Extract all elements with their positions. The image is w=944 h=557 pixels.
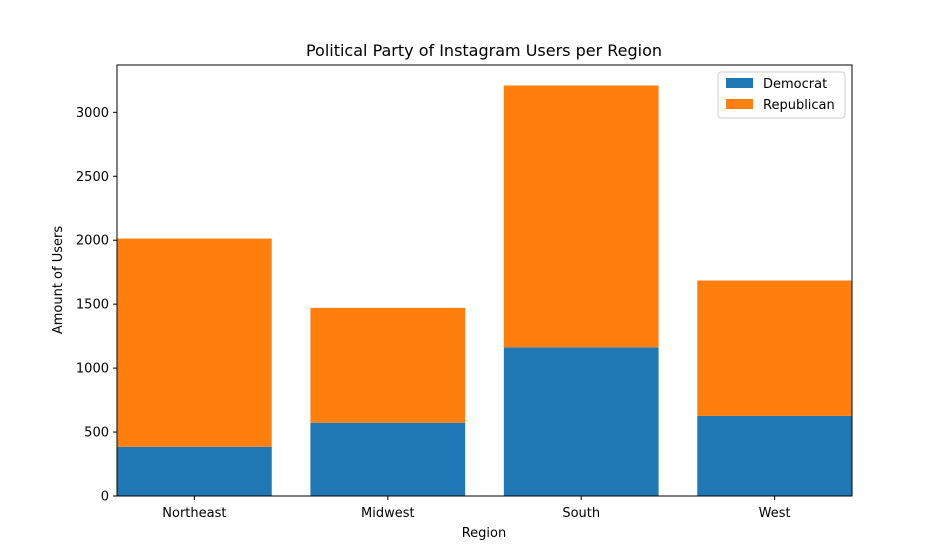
- x-tick-label-south: South: [562, 506, 600, 521]
- bar-midwest-republican: [310, 307, 466, 423]
- y-tick-label-1000: 1000: [76, 362, 109, 377]
- y-tick-label-2500: 2500: [76, 170, 109, 185]
- y-tick-label-0: 0: [101, 490, 109, 505]
- legend-swatch-democrat: [726, 78, 753, 88]
- bar-south-republican: [503, 85, 659, 348]
- legend: Democrat Republican: [717, 71, 846, 119]
- y-tick-label-500: 500: [84, 426, 109, 441]
- legend-swatch-republican: [726, 99, 753, 109]
- bar-northeast-republican: [117, 238, 272, 447]
- legend-label-democrat: Democrat: [763, 77, 827, 92]
- bar-midwest-democrat: [310, 422, 466, 496]
- y-tick-label-3000: 3000: [76, 106, 109, 121]
- bars-group: [117, 85, 852, 496]
- x-tick-label-midwest: Midwest: [361, 506, 415, 521]
- bar-west-democrat: [697, 415, 852, 496]
- bar-west-republican: [697, 280, 852, 416]
- y-axis-label: Amount of Users: [51, 226, 66, 335]
- y-tick-label-2000: 2000: [76, 234, 109, 249]
- bar-northeast-democrat: [117, 446, 272, 496]
- chart-title: Political Party of Instagram Users per R…: [306, 41, 662, 60]
- legend-label-republican: Republican: [763, 98, 835, 113]
- bar-south-democrat: [503, 347, 659, 496]
- x-axis-label: Region: [462, 526, 507, 541]
- plot-frame: [116, 64, 853, 497]
- x-axis: Northeast Midwest South West: [162, 496, 791, 521]
- y-axis: 0 500 1000 1500 2000 2500 3000: [76, 106, 117, 505]
- y-tick-label-1500: 1500: [76, 298, 109, 313]
- x-tick-label-west: West: [759, 506, 791, 521]
- x-tick-label-northeast: Northeast: [162, 506, 226, 521]
